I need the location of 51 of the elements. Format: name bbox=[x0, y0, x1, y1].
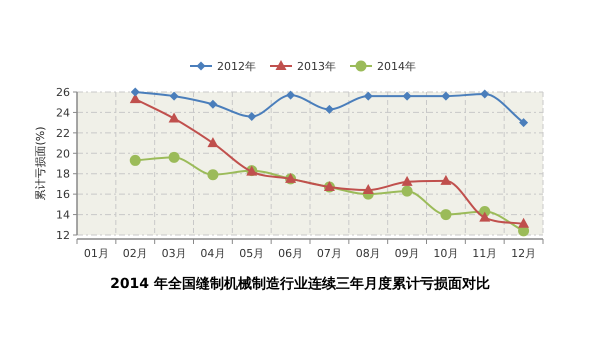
y-tick-label: 22 bbox=[56, 126, 70, 140]
point bbox=[286, 90, 296, 100]
legend-label: 2012年 bbox=[217, 60, 256, 73]
legend-item: 2013年 bbox=[270, 60, 336, 73]
y-tick-label: 24 bbox=[56, 106, 70, 120]
point bbox=[324, 104, 334, 114]
point bbox=[441, 92, 450, 101]
y-tick-label: 26 bbox=[56, 86, 70, 99]
x-tick-label: 05月 bbox=[239, 247, 264, 260]
x-tick-label: 12月 bbox=[511, 247, 536, 260]
x-tick-label: 02月 bbox=[122, 247, 148, 260]
point bbox=[402, 176, 413, 186]
point bbox=[440, 174, 452, 185]
point bbox=[208, 100, 218, 109]
point bbox=[168, 152, 180, 163]
x-tick-label: 03月 bbox=[162, 247, 187, 260]
point bbox=[364, 92, 373, 101]
point bbox=[168, 112, 180, 123]
x-tick-label: 01月 bbox=[84, 247, 109, 260]
x-tick-label: 04月 bbox=[200, 247, 226, 260]
y-tick-label: 14 bbox=[56, 208, 70, 222]
point bbox=[207, 169, 218, 180]
legend-label: 2013年 bbox=[297, 60, 336, 73]
point bbox=[130, 154, 141, 166]
y-tick-label: 16 bbox=[56, 188, 70, 202]
x-tick-label: 07月 bbox=[316, 247, 342, 260]
point bbox=[247, 112, 256, 122]
x-tick-label: 09月 bbox=[394, 247, 420, 260]
y-tick-label: 12 bbox=[56, 229, 70, 242]
x-tick-label: 11月 bbox=[472, 247, 498, 260]
point bbox=[518, 218, 530, 228]
x-tick-label: 08月 bbox=[356, 247, 381, 260]
x-tick-label: 06月 bbox=[278, 247, 304, 260]
legend-label: 2014年 bbox=[377, 60, 416, 73]
point bbox=[170, 92, 179, 101]
y-tick-label: 18 bbox=[56, 168, 70, 181]
x-tick-label: 10月 bbox=[433, 247, 458, 260]
point bbox=[402, 186, 413, 197]
point bbox=[402, 92, 412, 101]
point bbox=[519, 118, 528, 128]
point bbox=[362, 184, 374, 194]
legend-item: 2014年 bbox=[350, 60, 416, 73]
y-axis-title: 累计亏损面(%) bbox=[34, 126, 47, 201]
point bbox=[130, 88, 140, 96]
legend-item: 2012年 bbox=[190, 60, 256, 73]
point bbox=[480, 90, 490, 99]
point bbox=[440, 209, 452, 220]
text: 2014 年全国缝制机械制造行业连续三年月度累计亏损面对比 bbox=[110, 275, 490, 292]
point bbox=[479, 212, 490, 222]
point bbox=[207, 137, 218, 148]
y-tick-label: 20 bbox=[56, 147, 70, 160]
